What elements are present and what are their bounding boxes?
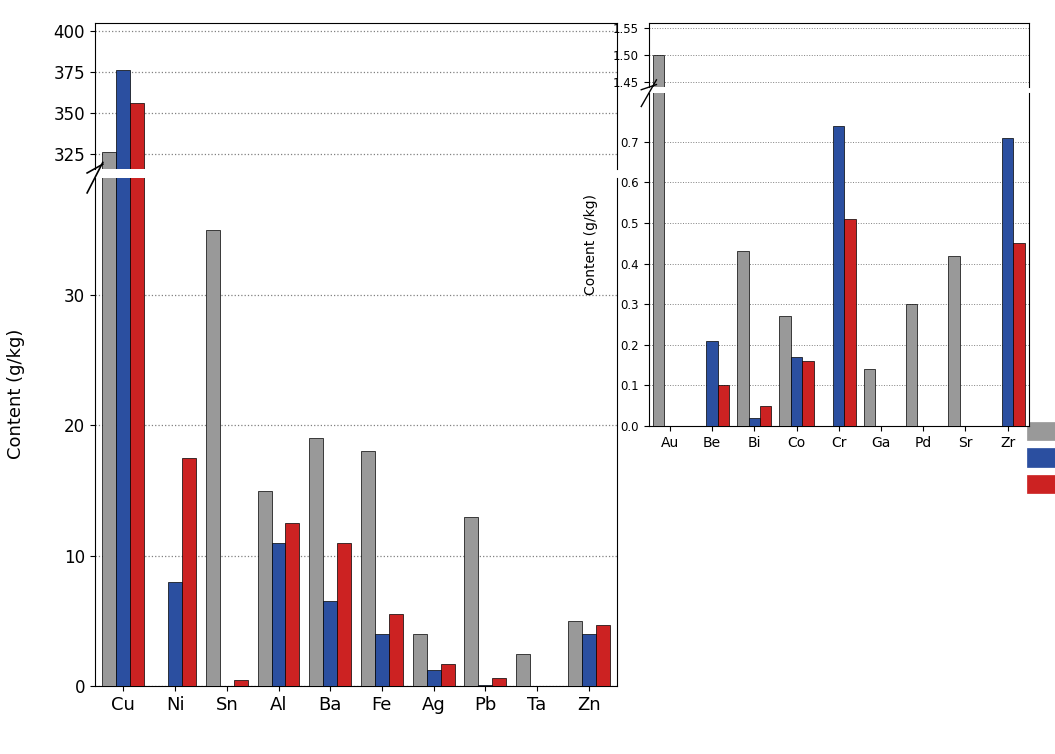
Bar (780, 716, 791, 754)
Bar (361, 452, 375, 686)
Bar (653, 55, 665, 754)
Bar (183, 458, 196, 686)
Bar (833, 126, 844, 426)
Bar (707, 341, 717, 426)
Text: Content (g/kg): Content (g/kg) (583, 194, 598, 295)
Bar (707, 749, 717, 754)
Bar (116, 70, 131, 687)
Bar (516, 654, 530, 686)
Bar (1013, 620, 1024, 754)
Bar (102, 152, 116, 687)
Bar (389, 678, 403, 687)
Bar (581, 634, 596, 686)
Bar (653, 0, 665, 426)
Bar (596, 679, 610, 687)
Bar (426, 685, 441, 687)
Text: Content (g/kg): Content (g/kg) (6, 329, 25, 459)
Bar (441, 664, 455, 686)
Bar (737, 252, 749, 426)
Bar (1002, 480, 1013, 754)
Bar (464, 666, 478, 687)
Bar (1002, 138, 1013, 426)
Bar (493, 686, 506, 687)
Bar (493, 679, 506, 686)
Bar (581, 680, 596, 687)
Bar (116, 0, 131, 686)
Bar (206, 230, 219, 686)
Bar (844, 219, 856, 426)
Bar (286, 523, 300, 686)
Bar (183, 658, 196, 687)
Bar (338, 669, 351, 687)
Bar (464, 516, 478, 686)
Bar (516, 683, 530, 687)
Bar (257, 662, 271, 687)
Bar (309, 438, 323, 686)
Legend: Oguchi et al. (2011), Singh et al. (2019) - basic phones, Singh et al. (2019) - : Oguchi et al. (2011), Singh et al. (2019… (1019, 414, 1055, 501)
Bar (389, 615, 403, 686)
Bar (168, 582, 183, 686)
Bar (323, 676, 338, 687)
Bar (413, 680, 426, 687)
Bar (234, 679, 248, 686)
Bar (286, 667, 300, 687)
Bar (131, 0, 145, 686)
Bar (749, 418, 760, 426)
Bar (441, 684, 455, 687)
Bar (361, 657, 375, 687)
Bar (780, 317, 791, 426)
Bar (168, 674, 183, 687)
Bar (948, 636, 960, 754)
Bar (323, 602, 338, 686)
Bar (802, 361, 813, 426)
Bar (234, 686, 248, 687)
Bar (206, 630, 219, 687)
Bar (413, 634, 426, 686)
Bar (257, 491, 271, 686)
Bar (426, 670, 441, 686)
Bar (833, 464, 844, 754)
Bar (309, 656, 323, 687)
Bar (948, 256, 960, 426)
Bar (737, 630, 749, 754)
Bar (844, 587, 856, 754)
Bar (906, 700, 918, 754)
Bar (338, 543, 351, 686)
Bar (791, 357, 802, 426)
Bar (375, 680, 389, 687)
Bar (568, 679, 581, 687)
Bar (271, 669, 286, 687)
Bar (375, 634, 389, 686)
Bar (478, 685, 493, 686)
Bar (1013, 244, 1024, 426)
Bar (271, 543, 286, 686)
Bar (717, 385, 729, 426)
Bar (864, 369, 876, 426)
Bar (568, 621, 581, 686)
Bar (596, 625, 610, 686)
Bar (760, 406, 771, 426)
Bar (102, 0, 116, 686)
Bar (906, 305, 918, 426)
Bar (131, 103, 145, 687)
